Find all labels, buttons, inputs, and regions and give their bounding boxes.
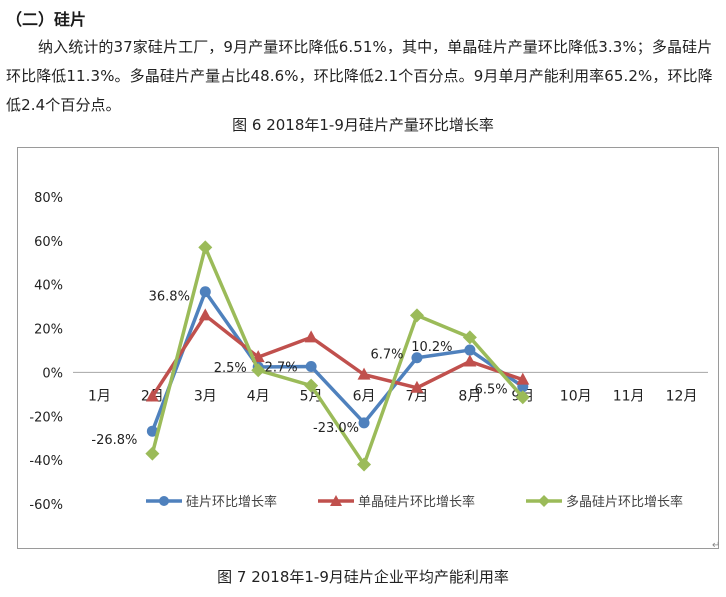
y-tick-label: 40%	[34, 279, 63, 294]
y-tick-label: 60%	[34, 235, 63, 250]
data-point	[145, 389, 159, 402]
x-tick-label: 8月	[458, 388, 481, 404]
y-tick-label: 80%	[34, 191, 63, 206]
data-point	[409, 308, 424, 323]
data-point	[198, 240, 213, 255]
x-tick-label: 3月	[194, 388, 217, 404]
legend-label: 硅片环比增长率	[186, 494, 277, 510]
legend-label: 多晶硅片环比增长率	[566, 494, 683, 510]
data-label: -26.8%	[91, 433, 137, 448]
x-tick-label: 4月	[247, 388, 270, 404]
data-label: -6.5%	[470, 383, 508, 398]
data-label: 6.7%	[370, 348, 403, 363]
data-point	[410, 380, 424, 393]
y-tick-label: 0%	[42, 366, 63, 381]
legend-marker	[159, 496, 169, 506]
data-label: 2.7%	[265, 361, 298, 376]
series-line-3	[150, 245, 525, 467]
data-point	[251, 363, 266, 378]
data-label: 10.2%	[411, 340, 452, 355]
return-mark: ↵	[712, 540, 721, 551]
data-point	[462, 330, 477, 345]
line-chart: 80%60%40%20%0%-20%-40%-60%1月2月3月4月5月6月7月…	[29, 191, 708, 513]
x-tick-label: 10月	[560, 388, 592, 404]
y-tick-label: 20%	[34, 323, 63, 338]
legend-marker	[330, 495, 342, 506]
series-line-1	[150, 289, 524, 432]
y-tick-label: -60%	[29, 498, 63, 513]
x-tick-label: 11月	[613, 388, 645, 404]
data-point	[305, 361, 317, 373]
data-point	[198, 308, 212, 321]
data-point	[515, 390, 530, 405]
data-point	[411, 352, 423, 364]
data-point	[464, 344, 476, 356]
figure-6-caption: 图 6 2018年1-9月硅片产量环比增长率	[232, 116, 494, 134]
data-point	[145, 446, 160, 461]
data-point	[199, 286, 211, 298]
legend-marker	[538, 495, 550, 507]
data-point	[358, 417, 370, 429]
y-tick-label: -20%	[29, 410, 63, 425]
data-point	[304, 378, 319, 393]
data-label: -23.0%	[313, 421, 359, 436]
data-point	[357, 367, 371, 380]
figure-7-caption: 图 7 2018年1-9月硅片企业平均产能利用率	[217, 568, 509, 586]
data-point	[516, 372, 530, 385]
data-point	[357, 457, 372, 472]
data-point	[146, 425, 158, 437]
chart-frame: 80%60%40%20%0%-20%-40%-60%1月2月3月4月5月6月7月…	[17, 147, 719, 549]
body-paragraph: 纳入统计的37家硅片工厂，9月产量环比降低6.51%，其中，单晶硅片产量环比降低…	[6, 38, 713, 114]
section-heading: （二）硅片	[6, 10, 87, 29]
x-tick-label: 1月	[88, 388, 111, 404]
legend-label: 单晶硅片环比增长率	[358, 494, 475, 510]
x-tick-label: 12月	[666, 388, 698, 404]
data-point	[463, 354, 477, 367]
data-label: 36.8%	[149, 290, 190, 305]
data-point	[304, 330, 318, 343]
y-tick-label: -40%	[29, 454, 63, 469]
x-tick-label: 6月	[353, 388, 376, 404]
data-label: 2.5%	[214, 361, 247, 376]
series-line-2	[150, 313, 524, 398]
